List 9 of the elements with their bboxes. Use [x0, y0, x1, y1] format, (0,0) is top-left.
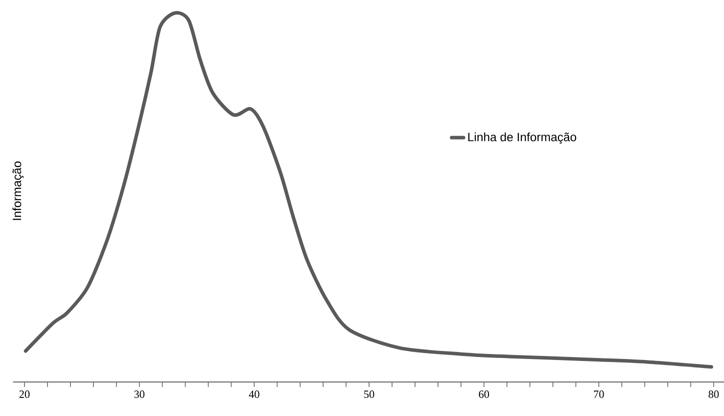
x-tick-label: 80: [708, 390, 719, 398]
x-tick-label: 60: [478, 390, 490, 398]
y-axis-title: Informação: [12, 161, 24, 220]
x-tick-label: 40: [248, 390, 260, 398]
x-tick-label: 50: [364, 390, 374, 398]
x-tick-label: 20: [19, 390, 30, 398]
legend-label: Linha de Informação: [468, 132, 576, 144]
x-tick-label: 70: [594, 390, 604, 398]
x-tick-label: 30: [134, 390, 144, 398]
